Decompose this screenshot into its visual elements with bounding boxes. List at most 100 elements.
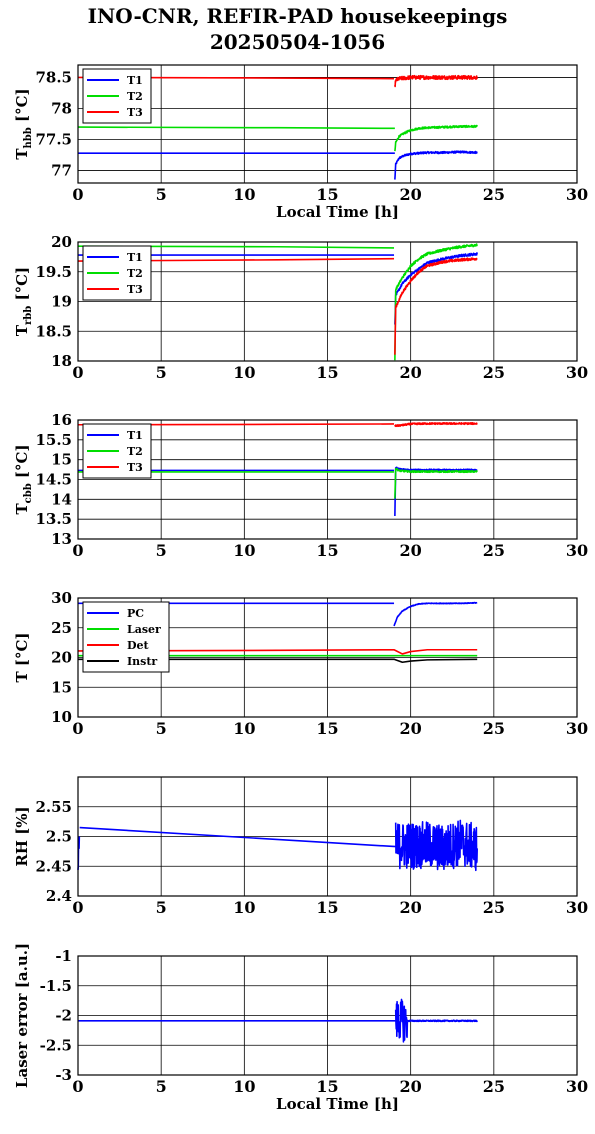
x-tick-label: 5 xyxy=(156,719,167,738)
x-tick-label: 10 xyxy=(233,363,255,382)
x-tick-label: 0 xyxy=(72,898,83,917)
plot-frame xyxy=(77,776,578,897)
y-tick-label: 2.4 xyxy=(46,887,72,905)
x-tick-label: 20 xyxy=(400,898,422,917)
legend: T1 T2 T3 xyxy=(82,68,152,124)
x-tick-label: 15 xyxy=(316,1077,338,1096)
legend-label-instr: Instr xyxy=(127,655,157,668)
y-axis-label: T [°C] xyxy=(13,632,31,682)
series-line-data xyxy=(394,998,409,1043)
x-tick-label: 20 xyxy=(400,1077,422,1096)
plot-frame xyxy=(77,955,578,1076)
x-tick-label: 20 xyxy=(400,541,422,560)
x-tick-label: 5 xyxy=(156,898,167,917)
x-tick-label: 20 xyxy=(400,185,422,204)
y-tick-label: 2.45 xyxy=(35,857,72,875)
x-tick-label: 15 xyxy=(316,898,338,917)
y-tick-label: 77 xyxy=(51,162,72,180)
y-tick-label: 18.5 xyxy=(35,322,72,340)
y-tick-label: -2 xyxy=(55,1007,72,1025)
x-tick-label: 5 xyxy=(156,1077,167,1096)
x-tick-label: 15 xyxy=(316,719,338,738)
y-tick-label: 2.55 xyxy=(35,798,72,816)
series-line-instr xyxy=(78,658,478,664)
y-tick-label: 13 xyxy=(51,530,72,548)
panel-6: 0 5 10 15 20 25 30 -3 -2.5 -2 -1.5 -1 Local Time [h]… xyxy=(13,943,588,1113)
legend-label-t3: T3 xyxy=(127,106,143,119)
x-tick-label: 15 xyxy=(316,541,338,560)
legend-label-laser: Laser xyxy=(127,623,161,636)
y-tick-label: 10 xyxy=(51,708,72,726)
legend-label-t1: T1 xyxy=(127,429,143,442)
x-tick-label: 30 xyxy=(566,541,588,560)
y-tick-label: 19 xyxy=(51,293,72,311)
x-tick-label: 25 xyxy=(483,185,505,204)
series-line-t2 xyxy=(394,124,478,152)
y-tick-label: 78.5 xyxy=(35,68,72,86)
y-tick-label: -2.5 xyxy=(40,1036,72,1054)
y-tick-label: 16 xyxy=(51,411,72,429)
legend: T1 T2 T3 xyxy=(82,245,152,301)
series-line-data xyxy=(406,1019,478,1023)
y-tick-label: 14.5 xyxy=(35,471,72,489)
x-axis-label: Local Time [h] xyxy=(276,1095,399,1113)
series-line-pc xyxy=(393,601,478,627)
y-tick-label: 14 xyxy=(51,490,72,508)
legend-label-det: Det xyxy=(127,639,150,652)
panel-4: 0 5 10 15 20 25 30 10 15 20 25 30 T [°C] PC Laser Det In… xyxy=(13,589,588,738)
series-line-t3 xyxy=(394,421,478,428)
x-tick-label: 10 xyxy=(233,185,255,204)
chart-title-line2: 20250504-1056 xyxy=(209,30,386,54)
x-tick-label: 25 xyxy=(483,541,505,560)
series-line-data xyxy=(394,819,478,872)
x-tick-label: 0 xyxy=(72,541,83,560)
x-tick-label: 30 xyxy=(566,719,588,738)
y-axis-label: RH [%] xyxy=(13,806,31,866)
y-tick-label: -1 xyxy=(55,947,72,965)
x-tick-label: 15 xyxy=(316,363,338,382)
legend-label-t3: T3 xyxy=(127,283,143,296)
y-tick-label: 15 xyxy=(51,678,72,696)
x-tick-label: 15 xyxy=(316,185,338,204)
series-line-t1 xyxy=(394,466,478,516)
x-tick-label: 20 xyxy=(400,363,422,382)
y-axis-label: Trbb [°C] xyxy=(13,267,34,336)
y-tick-label: 78 xyxy=(51,99,72,117)
x-tick-label: 10 xyxy=(233,898,255,917)
legend: PC Laser Det Instr xyxy=(82,601,170,673)
plot-frame xyxy=(77,64,578,184)
x-tick-label: 30 xyxy=(566,898,588,917)
plot-frame xyxy=(77,597,578,718)
y-tick-label: 19.5 xyxy=(35,263,72,281)
x-tick-label: 25 xyxy=(483,363,505,382)
y-tick-label: 25 xyxy=(51,619,72,637)
y-tick-label: 2.5 xyxy=(46,828,72,846)
y-tick-label: -1.5 xyxy=(40,977,72,995)
legend-label-t2: T2 xyxy=(127,445,143,458)
x-tick-label: 30 xyxy=(566,1077,588,1096)
series-line-det xyxy=(77,648,478,655)
y-tick-label: 20 xyxy=(51,649,72,667)
y-tick-label: -3 xyxy=(55,1066,72,1084)
series-line-t1 xyxy=(394,150,478,180)
y-axis-label: Tcbb [°C] xyxy=(13,444,34,514)
legend-label-t3: T3 xyxy=(127,461,143,474)
y-tick-label: 15 xyxy=(51,451,72,469)
x-tick-label: 0 xyxy=(72,719,83,738)
legend-label-pc: PC xyxy=(127,607,144,620)
x-tick-label: 5 xyxy=(156,185,167,204)
y-tick-label: 20 xyxy=(51,233,72,251)
y-axis-label: Thbb [°C] xyxy=(13,88,34,159)
x-tick-label: 0 xyxy=(72,363,83,382)
series-line-t2 xyxy=(77,126,395,130)
x-tick-label: 30 xyxy=(566,363,588,382)
series-line-t3 xyxy=(394,257,478,355)
x-tick-label: 5 xyxy=(156,541,167,560)
chart-title-line1: INO-CNR, REFIR-PAD housekeepings xyxy=(87,4,508,28)
series-line-data xyxy=(79,826,396,848)
legend-label-t2: T2 xyxy=(127,267,143,280)
series-line-t2 xyxy=(394,467,478,499)
x-tick-label: 30 xyxy=(566,185,588,204)
